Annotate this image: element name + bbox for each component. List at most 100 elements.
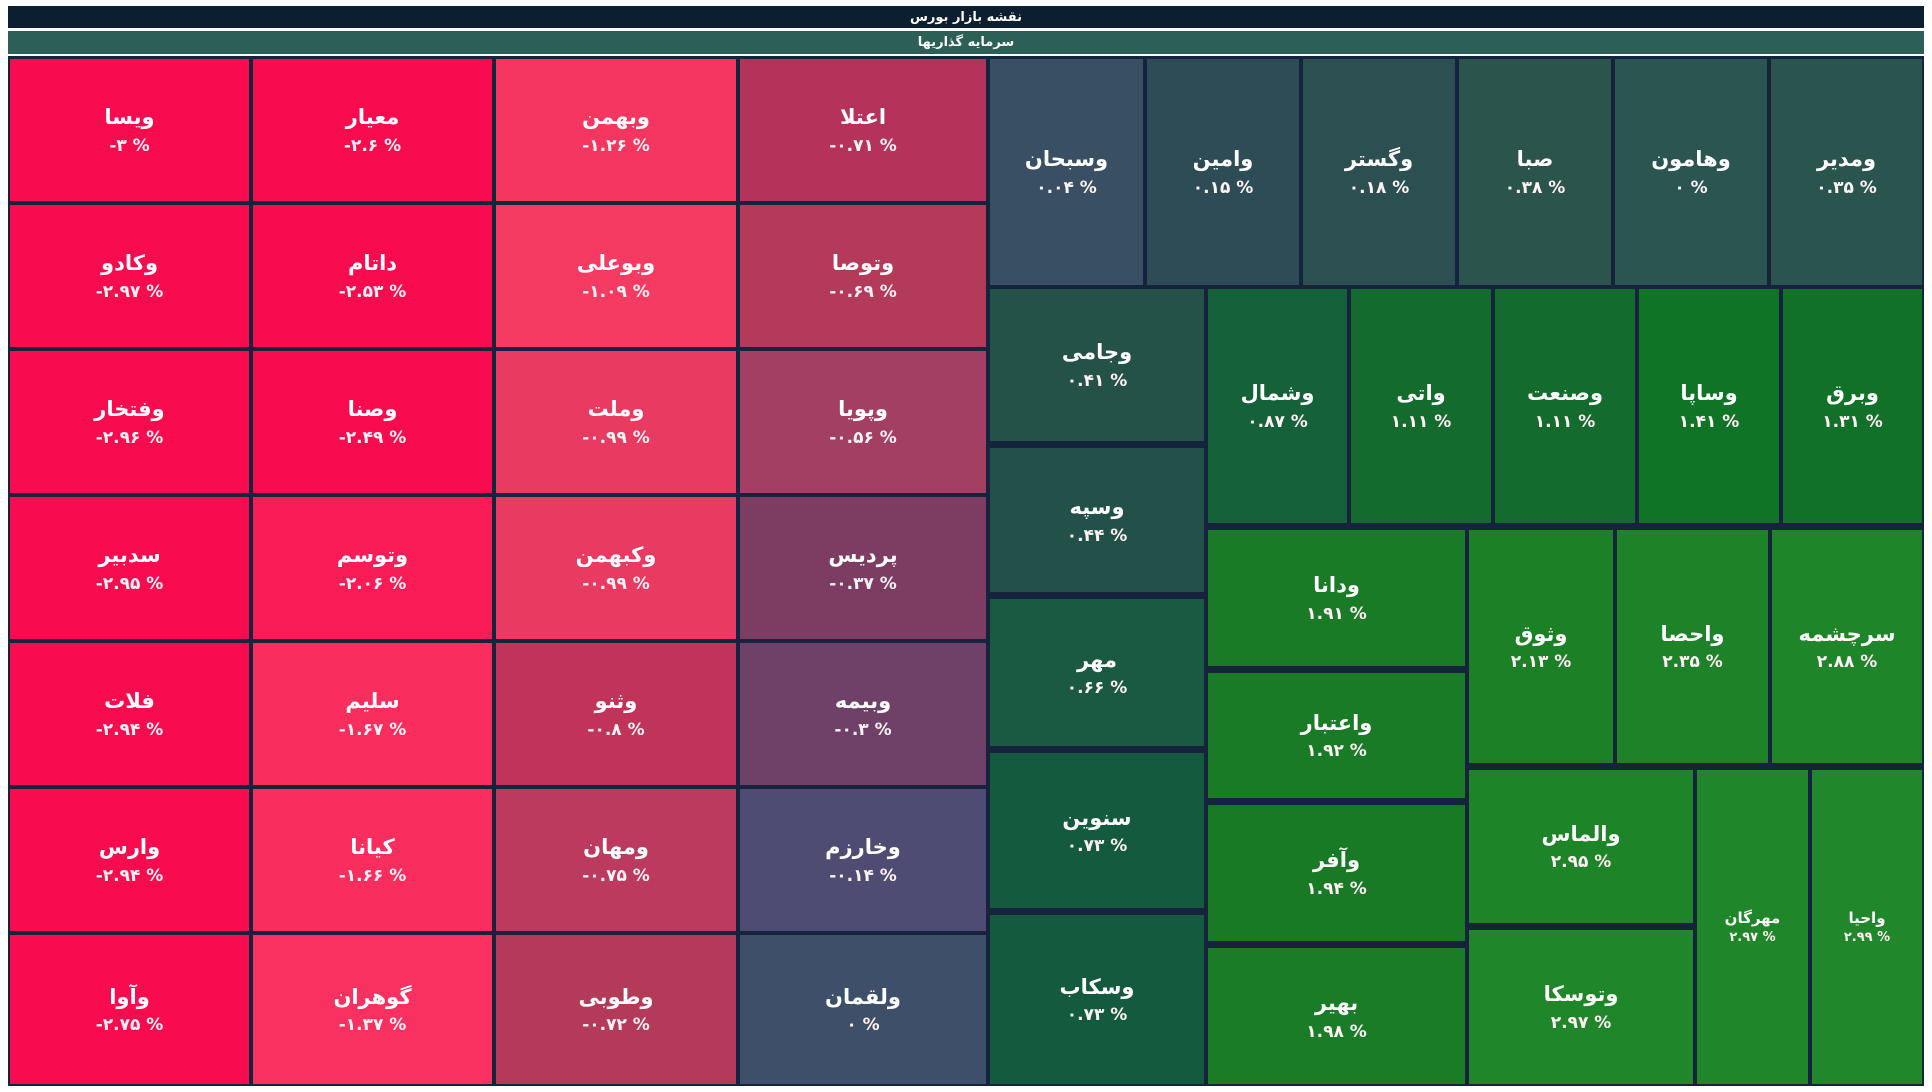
treemap-tile-وخارزم[interactable]: وخارزم -۰.۱۴ % [738, 787, 988, 933]
tile-change-percent: ۰.۷۳ % [1066, 836, 1128, 857]
treemap-tile-واعتبار[interactable]: واعتبار ۱.۹۲ % [1206, 671, 1467, 800]
tile-change-percent: ۰.۴۱ % [1066, 370, 1128, 391]
treemap-tile-وجامی[interactable]: وجامی ۰.۴۱ % [988, 287, 1206, 443]
tile-symbol: وتوصا [831, 251, 895, 276]
tile-symbol: واعتبار [1300, 710, 1373, 735]
tile-symbol: وملت [587, 397, 645, 422]
tile-symbol: سدبیر [98, 543, 161, 568]
treemap-tile-ویسا[interactable]: ویسا -۳ % [8, 57, 251, 203]
tile-symbol: بهیر [1314, 991, 1359, 1016]
treemap-tile-وتوسکا[interactable]: وتوسکا ۲.۹۷ % [1467, 928, 1695, 1086]
treemap-tile-وارس[interactable]: وارس -۲.۹۴ % [8, 787, 251, 933]
tile-change-percent: ۲.۱۳ % [1510, 652, 1572, 673]
treemap-tile-وثوق[interactable]: وثوق ۲.۱۳ % [1467, 528, 1615, 765]
tile-change-percent: ۱.۹۱ % [1306, 603, 1367, 624]
tile-symbol: اعتلا [839, 105, 887, 130]
tile-symbol: صبا [1516, 147, 1554, 172]
treemap-tile-وثنو[interactable]: وثنو -۰.۸ % [494, 641, 738, 787]
treemap-tile-فلات[interactable]: فلات -۲.۹۴ % [8, 641, 251, 787]
treemap-tile-ومهان[interactable]: ومهان -۰.۷۵ % [494, 787, 738, 933]
treemap-tile-والماس[interactable]: والماس ۲.۹۵ % [1467, 768, 1695, 925]
treemap-tile-وسکاب[interactable]: وسکاب ۰.۷۳ % [988, 913, 1206, 1086]
treemap-tile-وفتخار[interactable]: وفتخار -۲.۹۶ % [8, 349, 251, 495]
treemap-tile-سنوین[interactable]: سنوین ۰.۷۳ % [988, 751, 1206, 910]
treemap-tile-مهرگان[interactable]: مهرگان ۲.۹۷ % [1695, 768, 1810, 1086]
tile-symbol: واحصا [1660, 621, 1725, 646]
tile-change-percent: ۱.۴۱ % [1678, 411, 1740, 432]
tile-change-percent: ۰.۸۷ % [1247, 411, 1308, 432]
treemap-tile-وهامون[interactable]: وهامون ۰ % [1613, 57, 1769, 287]
treemap-tile-وکادو[interactable]: وکادو -۲.۹۷ % [8, 203, 251, 349]
treemap-tile-وساپا[interactable]: وساپا ۱.۴۱ % [1637, 287, 1781, 525]
treemap-tile-وصنعت[interactable]: وصنعت ۱.۱۱ % [1493, 287, 1637, 525]
treemap-tile-وطوبی[interactable]: وطوبی -۰.۷۲ % [494, 933, 738, 1086]
tile-change-percent: ۰.۶۶ % [1066, 678, 1128, 699]
tile-symbol: سلیم [345, 689, 400, 714]
treemap-tile-وپویا[interactable]: وپویا -۰.۵۶ % [738, 349, 988, 495]
treemap-tile-وسپه[interactable]: وسپه ۰.۴۴ % [988, 446, 1206, 594]
treemap-tile-مهر[interactable]: مهر ۰.۶۶ % [988, 597, 1206, 748]
sector-title: سرمایه گذاریها [917, 35, 1015, 50]
tile-symbol: سنوین [1062, 805, 1132, 830]
treemap-tile-وتوصا[interactable]: وتوصا -۰.۶۹ % [738, 203, 988, 349]
tile-symbol: وکادو [101, 251, 158, 276]
tile-change-percent: -۲.۵۳ % [338, 281, 407, 302]
tile-change-percent: ۱.۱۱ % [1390, 411, 1452, 432]
treemap-tile-صبا[interactable]: صبا ۰.۳۸ % [1457, 57, 1613, 287]
tile-symbol: سرچشمه [1798, 621, 1896, 646]
tile-symbol: وبیمه [834, 689, 892, 714]
sector-header-bar[interactable]: سرمایه گذاریها [8, 31, 1924, 54]
treemap-tile-پردیس[interactable]: پردیس -۰.۳۷ % [738, 495, 988, 641]
treemap-tile-وبرق[interactable]: وبرق ۱.۳۱ % [1781, 287, 1924, 525]
treemap-tile-وبهمن[interactable]: وبهمن -۱.۲۶ % [494, 57, 738, 203]
tile-change-percent: -۲.۹۴ % [95, 719, 164, 740]
treemap-tile-معیار[interactable]: معیار -۲.۶ % [251, 57, 494, 203]
treemap-tile-ومدیر[interactable]: ومدیر ۰.۳۵ % [1769, 57, 1924, 287]
treemap-tile-وشمال[interactable]: وشمال ۰.۸۷ % [1206, 287, 1349, 525]
treemap-tile-وکبهمن[interactable]: وکبهمن -۰.۹۹ % [494, 495, 738, 641]
tile-symbol: والماس [1541, 821, 1621, 846]
treemap-tile-سرچشمه[interactable]: سرچشمه ۲.۸۸ % [1770, 528, 1924, 765]
treemap-tile-وآوا[interactable]: وآوا -۲.۷۵ % [8, 933, 251, 1086]
treemap-tile-ولقمان[interactable]: ولقمان ۰ % [738, 933, 988, 1086]
tile-symbol: ویسا [104, 105, 155, 130]
treemap-tile-واحیا[interactable]: واحیا ۲.۹۹ % [1810, 768, 1924, 1086]
treemap-tile-گوهران[interactable]: گوهران -۱.۳۷ % [251, 933, 494, 1086]
treemap-tile-سدبیر[interactable]: سدبیر -۲.۹۵ % [8, 495, 251, 641]
tile-symbol: وطوبی [578, 984, 654, 1009]
tile-change-percent: -۲.۹۵ % [95, 573, 164, 594]
tile-symbol: وآوا [109, 984, 150, 1009]
treemap-tile-وبیمه[interactable]: وبیمه -۰.۳ % [738, 641, 988, 787]
treemap-tile-ودانا[interactable]: ودانا ۱.۹۱ % [1206, 528, 1467, 668]
tile-change-percent: -۲.۹۷ % [95, 281, 164, 302]
treemap-tile-داتام[interactable]: داتام -۲.۵۳ % [251, 203, 494, 349]
treemap-tile-بهیر[interactable]: بهیر ۱.۹۸ % [1206, 946, 1467, 1086]
treemap-tile-واحصا[interactable]: واحصا ۲.۳۵ % [1615, 528, 1770, 765]
treemap-tile-وگستر[interactable]: وگستر ۰.۱۸ % [1301, 57, 1457, 287]
tile-symbol: وامین [1192, 147, 1254, 172]
treemap-tile-وسبحان[interactable]: وسبحان ۰.۰۴ % [988, 57, 1145, 287]
treemap-tile-وتوسم[interactable]: وتوسم -۲.۰۶ % [251, 495, 494, 641]
treemap-tile-وامین[interactable]: وامین ۰.۱۵ % [1145, 57, 1301, 287]
market-map-title-bar: نقشه بازار بورس [8, 6, 1924, 28]
treemap-tile-وبوعلی[interactable]: وبوعلی -۱.۰۹ % [494, 203, 738, 349]
tile-change-percent: ۱.۹۸ % [1306, 1021, 1367, 1042]
tile-symbol: کیانا [350, 835, 395, 860]
tile-symbol: واتی [1396, 381, 1446, 406]
tile-symbol: وخارزم [825, 835, 901, 860]
treemap-tile-وصنا[interactable]: وصنا -۲.۴۹ % [251, 349, 494, 495]
tile-change-percent: -۲.۰۶ % [338, 573, 407, 594]
treemap-tile-سلیم[interactable]: سلیم -۱.۶۷ % [251, 641, 494, 787]
treemap-tile-اعتلا[interactable]: اعتلا -۰.۷۱ % [738, 57, 988, 203]
tile-change-percent: ۲.۹۷ % [1729, 930, 1776, 946]
treemap-tile-وملت[interactable]: وملت -۰.۹۹ % [494, 349, 738, 495]
tile-symbol: وبرق [1826, 381, 1879, 406]
treemap-tile-واتی[interactable]: واتی ۱.۱۱ % [1349, 287, 1493, 525]
treemap-tile-کیانا[interactable]: کیانا -۱.۶۶ % [251, 787, 494, 933]
tile-symbol: ولقمان [825, 984, 901, 1009]
tile-symbol: وآفر [1312, 848, 1361, 873]
tile-symbol: وپویا [838, 397, 888, 422]
treemap-tile-وآفر[interactable]: وآفر ۱.۹۴ % [1206, 803, 1467, 943]
